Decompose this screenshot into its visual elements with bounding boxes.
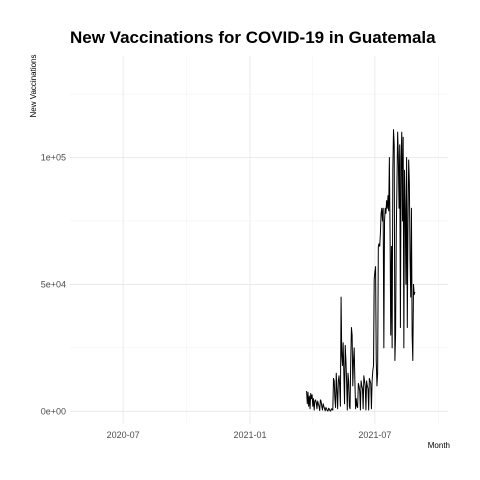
- x-tick-label: 2021-01: [234, 430, 267, 440]
- series-group: [306, 129, 416, 412]
- chart-title: New Vaccinations for COVID-19 in Guatema…: [70, 28, 436, 47]
- grid-lines: [70, 56, 448, 424]
- x-tick-label: 2021-07: [358, 430, 391, 440]
- x-axis-ticks: 2020-07 2021-01 2021-07: [107, 430, 392, 440]
- y-tick-label: 5e+04: [41, 279, 66, 289]
- y-tick-label: 1e+05: [41, 153, 66, 163]
- x-tick-label: 2020-07: [107, 430, 140, 440]
- series-line: [306, 129, 416, 412]
- y-axis-label: New Vaccinations: [29, 55, 38, 118]
- x-axis-label: Month: [428, 441, 450, 450]
- y-tick-label: 0e+00: [41, 406, 66, 416]
- y-axis-ticks: 0e+00 5e+04 1e+05: [41, 153, 66, 417]
